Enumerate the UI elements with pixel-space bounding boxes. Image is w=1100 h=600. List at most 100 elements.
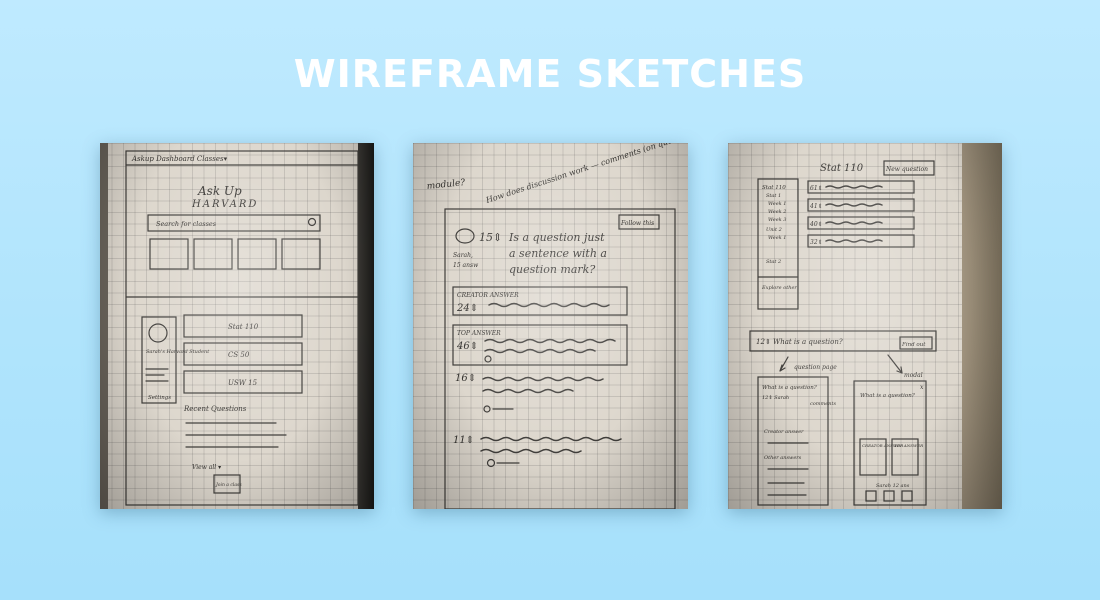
sketch-find-out: Find out xyxy=(901,342,926,348)
sketch-row-1-scribble xyxy=(825,185,883,189)
sketch-recent: Recent Questions xyxy=(183,405,247,413)
sketch-question-row-box xyxy=(749,330,937,352)
sketch-class-2: CS 50 xyxy=(228,351,250,359)
sketch-class-3: USW 15 xyxy=(228,379,258,387)
sketch-right-title: What is a question? xyxy=(860,393,915,399)
sketch-profile-lines xyxy=(145,368,169,382)
sketch-top-answer-box xyxy=(452,324,628,366)
sketch-row-1-box xyxy=(807,180,915,194)
sketch-search-text: Search for classes xyxy=(156,220,217,228)
sketch-new-question-button xyxy=(883,160,935,176)
sketch-search-box xyxy=(147,214,321,232)
sketch-tile-1 xyxy=(149,238,189,270)
sketch-side-4: Week 2 xyxy=(768,209,786,215)
sketch-comment-icon-1 xyxy=(484,355,492,363)
sketch-creator-scribble xyxy=(488,302,610,308)
sketch-photo-class-page: Stat 110 New question Stat 110 Stat 1 We… xyxy=(728,143,1002,509)
sketch-find-out-button xyxy=(899,336,933,350)
sketch-creator-votes: 24⇕ xyxy=(456,303,478,314)
sketch-modal-panel xyxy=(853,380,927,506)
sketch-comment-icon-2 xyxy=(483,405,491,413)
sketch-right-note: Sarah 12 ans xyxy=(876,483,910,489)
sketch-class-header: Stat 110 xyxy=(820,163,864,174)
sketch-question-page-label: question page xyxy=(794,364,837,371)
sketch-row-4-scribble xyxy=(825,239,883,243)
sketch-modal-btn-1: CREATOR ANSWER xyxy=(862,443,903,448)
sketch-side-9: Explore other xyxy=(761,285,797,291)
sketch-class-1: Stat 110 xyxy=(228,323,259,331)
sketch-vote-icon xyxy=(455,228,475,244)
sketch-question-votes: 15⇕ xyxy=(479,231,502,244)
sketch-profile-name: Sarah's Harvard Student xyxy=(146,349,210,355)
sketch-page-frame xyxy=(125,150,359,506)
sketch-creator-answer-box xyxy=(452,286,628,316)
sketch-left-lines xyxy=(767,442,809,496)
sketch-answer-4-votes: 11⇕ xyxy=(453,435,474,446)
sketch-profile-card xyxy=(141,316,177,404)
sketch-avatar xyxy=(148,323,168,343)
sketch-question-line-2: a sentence with a xyxy=(509,247,607,260)
sketch-comment-icon-3 xyxy=(486,458,496,468)
sketch-view-all: View all ▾ xyxy=(192,464,221,471)
sketch-tile-3 xyxy=(237,238,277,270)
sketch-left-title: What is a question? xyxy=(762,385,817,391)
sketch-answer-4-scribble xyxy=(480,436,622,454)
sketch-side-2: Stat 1 xyxy=(766,193,781,199)
sketch-logo-top: Ask Up xyxy=(197,184,242,198)
sketch-photo-question: module? How does discussion work — comme… xyxy=(413,143,688,509)
sketch-modal-button-1 xyxy=(859,438,887,476)
sketch-sidebar xyxy=(757,178,799,310)
sketch-row-2-scribble xyxy=(825,203,883,207)
sketch-row-2: 41⇕ xyxy=(809,203,823,210)
sketch-tile-4 xyxy=(281,238,321,270)
sketch-top-votes: 46⇕ xyxy=(456,341,478,352)
sketch-row-3: 40⇕ xyxy=(809,221,823,228)
sketch-row-3-box xyxy=(807,216,915,230)
sketch-modal-btn-2: TOP ANSWER xyxy=(894,443,923,448)
sketch-left-sub: 12⇕ Sarah xyxy=(762,395,789,401)
sketch-top-scribble xyxy=(484,338,616,354)
sketch-other-answers-label: Other answers xyxy=(764,455,802,461)
sketch-tile-2 xyxy=(193,238,233,270)
question-sketch-drawing: module? How does discussion work — comme… xyxy=(426,143,688,509)
sketch-question-line-1: Is a question just xyxy=(508,231,605,244)
sketch-asker-1: Sarah, xyxy=(453,252,473,259)
page-title: WIREFRAME SKETCHES xyxy=(293,52,807,96)
sketch-note-module: module? xyxy=(426,178,466,192)
sketch-side-1: Stat 110 xyxy=(762,185,786,191)
sketch-answer-3-votes: 16⇕ xyxy=(455,373,476,384)
sketch-follow-button xyxy=(618,214,660,230)
sketch-modal-label: modal xyxy=(904,372,923,379)
sketch-left-panel xyxy=(757,376,829,506)
sketch-logo-bottom: HARVARD xyxy=(191,199,258,210)
sketch-question-frame xyxy=(444,208,676,509)
sketch-row-2-box xyxy=(807,198,915,212)
sketch-class-card-2 xyxy=(183,342,303,366)
sketch-new-question: New question xyxy=(885,166,928,173)
sketch-note-discussion: How does discussion work — comments (on … xyxy=(484,143,688,205)
sketch-comments-label: comments xyxy=(810,401,836,407)
sketch-side-5: Week 3 xyxy=(768,217,786,223)
sketch-asker-2: 15 answ xyxy=(453,262,479,269)
sketch-bottom-question: 12⇕ What is a question? xyxy=(756,338,843,346)
sketch-row-4: 32⇕ xyxy=(810,239,823,246)
sketch-row-3-scribble xyxy=(825,221,883,225)
sketch-class-card-3 xyxy=(183,370,303,394)
sketch-follow: Follow this xyxy=(620,220,654,227)
sketch-modal-icon-2 xyxy=(883,490,895,502)
sketch-recent-lines xyxy=(185,422,287,448)
sketch-row-1: 61⇕ xyxy=(810,185,823,192)
class-sketch-drawing: Stat 110 New question Stat 110 Stat 1 We… xyxy=(749,160,937,506)
sketch-modal-icon-1 xyxy=(865,490,877,502)
sketch-side-8: Stat 2 xyxy=(766,259,781,265)
sketch-arrow-right xyxy=(887,354,903,374)
sketch-creator-answer-label: Creator answer xyxy=(764,429,804,435)
sketch-settings: Settings xyxy=(148,395,171,401)
sketch-join-button xyxy=(213,474,241,494)
sketch-top-label: TOP ANSWER xyxy=(457,330,501,337)
dashboard-sketch-drawing: Askup Dashboard Classes▾ Ask Up HARVARD … xyxy=(125,150,359,506)
sketch-question-line-3: question mark? xyxy=(509,263,595,276)
sketch-row-4-box xyxy=(807,234,915,248)
sketch-join-label: Join a class xyxy=(215,482,242,488)
sketch-modal-close: x xyxy=(920,384,924,391)
